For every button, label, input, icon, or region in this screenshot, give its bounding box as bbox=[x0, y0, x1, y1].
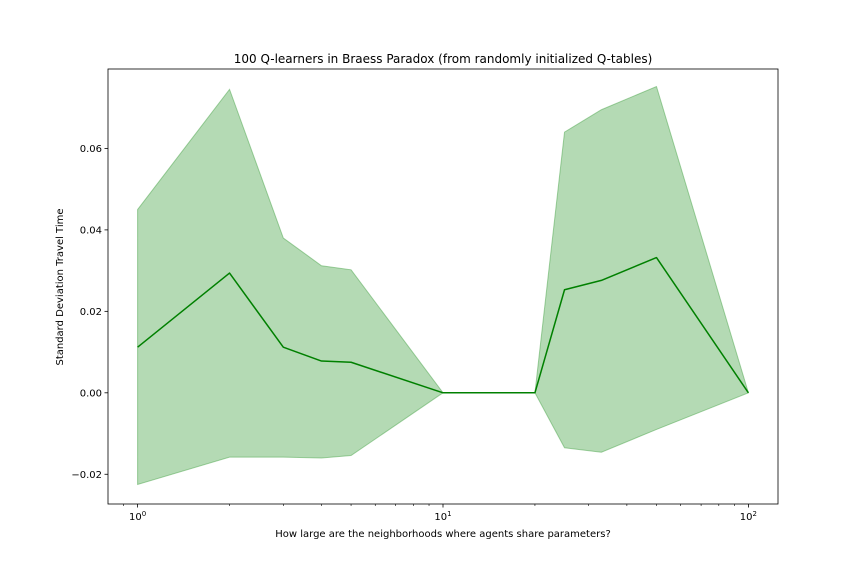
data-point bbox=[136, 345, 140, 349]
data-point bbox=[349, 360, 353, 364]
plot-area bbox=[136, 85, 750, 486]
y-tick-label: 0.00 bbox=[80, 388, 102, 399]
data-point bbox=[228, 271, 232, 275]
data-point bbox=[599, 278, 603, 282]
x-axis-label: How large are the neighborhoods where ag… bbox=[275, 529, 611, 540]
data-point bbox=[563, 288, 567, 292]
data-point bbox=[746, 391, 750, 395]
y-tick-label: 0.06 bbox=[80, 144, 102, 155]
data-point bbox=[533, 391, 537, 395]
y-tick-label: −0.02 bbox=[71, 470, 102, 481]
y-axis-label: Standard Deviation Travel Time bbox=[55, 208, 66, 365]
mean-line-0 bbox=[137, 256, 750, 394]
y-tick-label: 0.04 bbox=[80, 225, 102, 236]
chart-title: 100 Q-learners in Braess Paradox (from r… bbox=[234, 52, 653, 66]
data-point bbox=[281, 345, 285, 349]
data-point bbox=[654, 256, 658, 260]
data-point bbox=[319, 359, 323, 363]
data-point bbox=[441, 391, 445, 395]
y-tick-label: 0.02 bbox=[80, 307, 102, 318]
std-band-0 bbox=[137, 85, 750, 486]
